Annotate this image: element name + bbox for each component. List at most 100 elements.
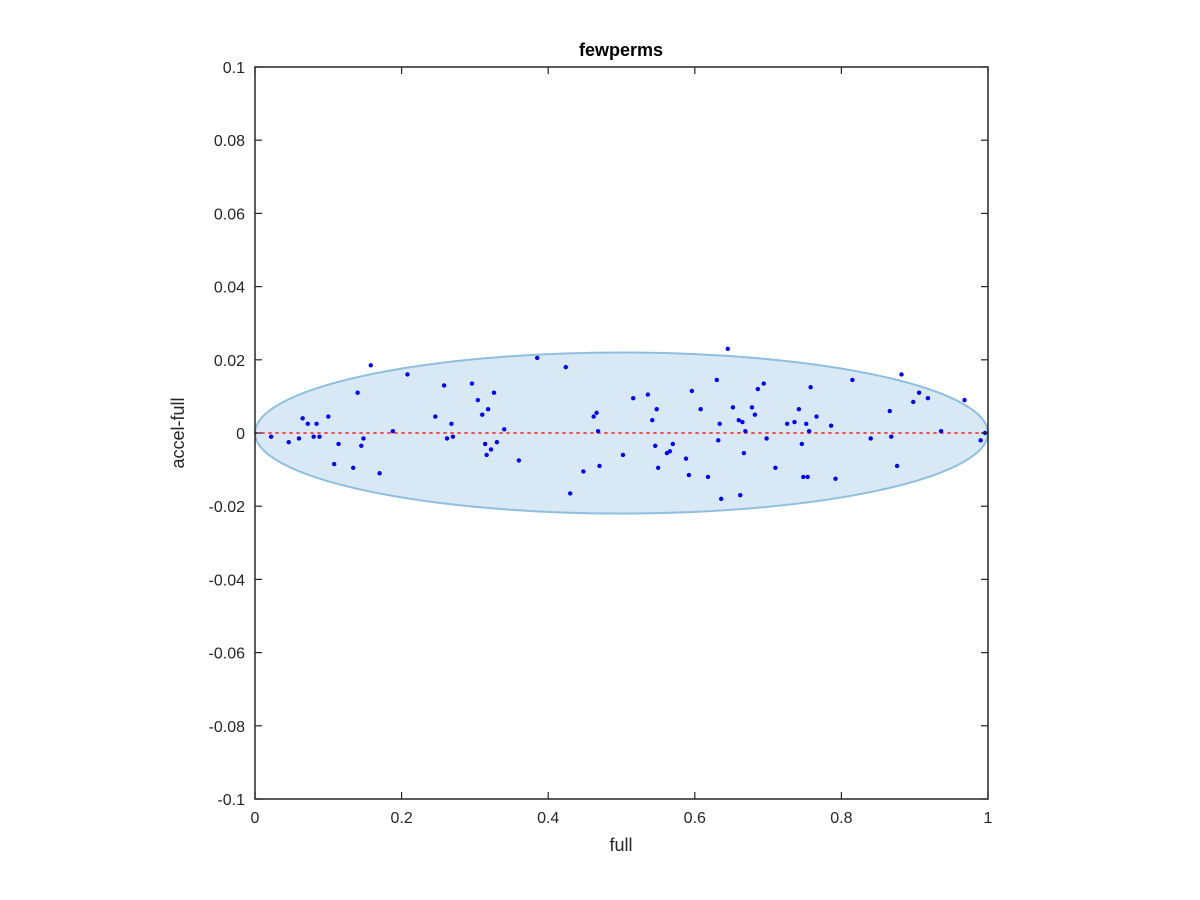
data-point — [698, 407, 703, 412]
x-tick-label: 0.8 — [830, 810, 852, 827]
data-point — [925, 396, 931, 401]
data-point — [405, 372, 410, 377]
data-point — [916, 390, 922, 395]
y-tick-label: 0 — [236, 426, 245, 443]
data-point — [482, 441, 488, 447]
data-point — [730, 405, 736, 410]
data-point — [808, 385, 813, 390]
data-point — [331, 461, 337, 467]
x-ticks: 0 0.2 0.4 0.6 0.8 1 — [251, 67, 993, 827]
data-point — [595, 428, 601, 434]
data-point — [804, 421, 809, 427]
y-tick-label: -0.08 — [209, 719, 246, 736]
data-point — [535, 355, 540, 361]
data-point — [650, 417, 655, 423]
data-point — [441, 383, 447, 388]
data-point — [716, 438, 721, 443]
data-point — [300, 416, 305, 421]
data-point — [764, 436, 769, 441]
data-point — [833, 476, 838, 481]
data-point — [450, 434, 456, 439]
points-layer — [268, 346, 988, 502]
data-point — [868, 436, 873, 441]
data-point — [645, 392, 651, 397]
data-point — [761, 381, 766, 386]
data-point — [792, 419, 797, 425]
data-point — [887, 408, 892, 414]
data-point — [368, 363, 374, 368]
data-point — [355, 390, 360, 395]
data-point — [752, 412, 758, 417]
data-point — [326, 414, 331, 419]
y-tick-label: -0.04 — [209, 572, 246, 589]
data-point — [714, 377, 719, 383]
data-point — [502, 427, 507, 432]
data-point — [286, 439, 291, 445]
data-point — [653, 443, 658, 449]
data-point — [670, 441, 676, 447]
data-point — [736, 417, 741, 423]
data-point — [806, 428, 812, 434]
x-tick-label: 1 — [984, 810, 993, 827]
data-point — [591, 414, 596, 419]
data-point — [444, 436, 450, 441]
data-point — [488, 447, 494, 452]
data-point — [597, 463, 602, 469]
data-point — [475, 397, 481, 403]
y-tick-label: -0.1 — [217, 792, 245, 809]
chart-title: fewperms — [579, 40, 663, 60]
data-point — [484, 452, 489, 458]
data-point — [296, 436, 302, 441]
y-axis-label: accel-full — [168, 397, 188, 468]
y-tick-label: -0.06 — [209, 646, 246, 663]
data-point — [755, 386, 761, 392]
x-tick-label: 0.2 — [390, 810, 412, 827]
data-point — [801, 474, 806, 480]
data-point — [773, 465, 778, 470]
x-tick-label: 0.4 — [537, 810, 559, 827]
data-point — [738, 493, 743, 498]
data-point — [631, 396, 636, 401]
data-point — [469, 381, 475, 386]
x-tick-label: 0.6 — [684, 810, 706, 827]
data-point — [667, 449, 673, 454]
data-point — [743, 428, 748, 434]
data-point — [828, 423, 834, 428]
data-point — [305, 421, 310, 427]
data-point — [962, 397, 967, 403]
data-point — [485, 407, 491, 412]
data-point — [317, 434, 322, 439]
data-point — [567, 491, 573, 496]
data-point — [351, 465, 356, 470]
data-point — [899, 372, 904, 377]
data-point — [796, 407, 802, 412]
y-ticks: 0.1 0.08 0.06 0.04 0.02 0 -0.02 -0.04 -0.06 -0.08… — [209, 60, 988, 809]
data-point — [594, 410, 599, 416]
data-point — [655, 465, 661, 470]
data-point — [784, 421, 790, 427]
data-point — [850, 377, 855, 383]
x-axis-label: full — [609, 835, 632, 855]
data-point — [749, 405, 755, 410]
data-point — [491, 390, 497, 395]
data-point — [683, 456, 689, 461]
data-point — [805, 474, 810, 480]
data-point — [620, 452, 626, 458]
x-tick-label: 0 — [251, 810, 260, 827]
data-point — [889, 434, 894, 439]
data-point — [705, 474, 711, 480]
y-tick-label: 0.06 — [214, 206, 245, 223]
data-point — [390, 428, 396, 434]
data-point — [433, 414, 438, 419]
data-point — [314, 421, 319, 427]
data-point — [449, 421, 454, 427]
y-tick-label: 0.1 — [223, 60, 245, 77]
data-point — [814, 414, 819, 419]
data-point — [563, 364, 568, 370]
data-point — [978, 438, 983, 443]
data-point — [740, 419, 745, 425]
data-point — [654, 407, 659, 412]
data-point — [377, 471, 382, 476]
data-point — [717, 421, 722, 427]
